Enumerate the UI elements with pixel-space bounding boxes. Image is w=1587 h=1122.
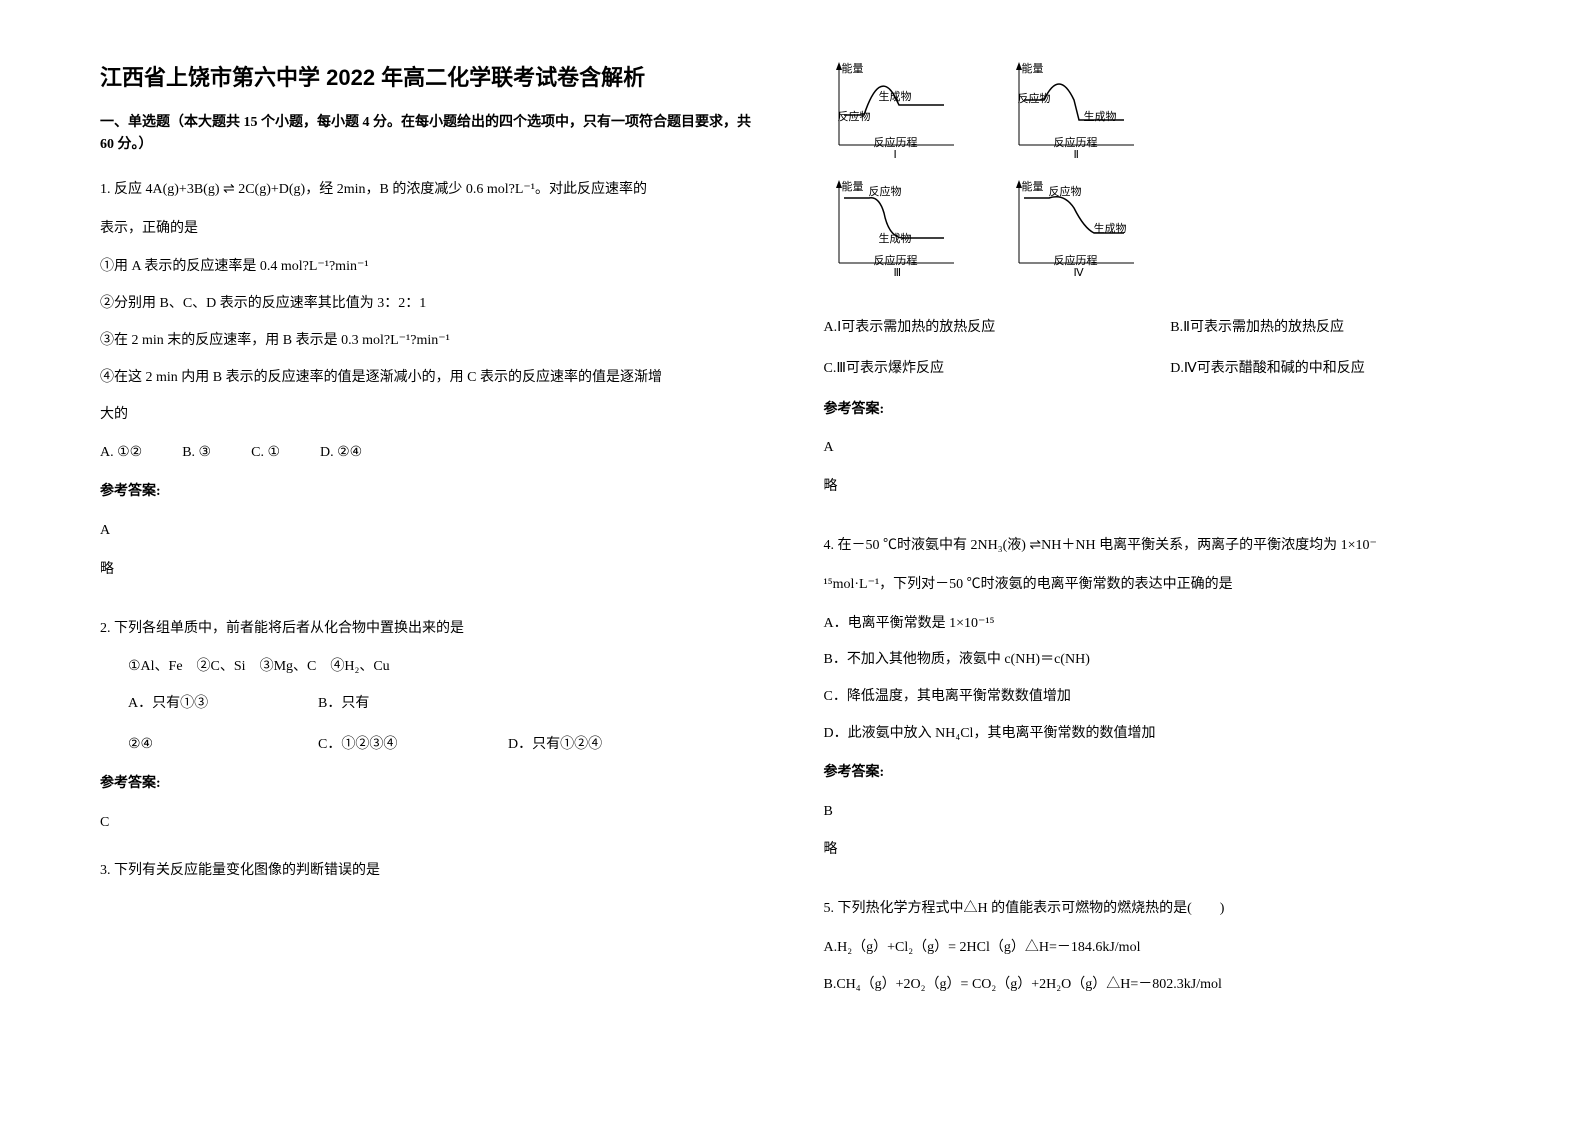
q2-option-a2: ②④ xyxy=(128,730,308,761)
d1-product: 生成物 xyxy=(879,88,912,104)
diagram-2: 能量 反应物 生成物 反应历程 Ⅱ xyxy=(1004,60,1144,170)
question-1: 1. 反应 4A(g)+3B(g) ⇌ 2C(g)+D(g)，经 2min，B … xyxy=(100,175,764,604)
d2-product: 生成物 xyxy=(1084,108,1117,124)
q2-option-d: D．只有①②④ xyxy=(508,730,688,761)
q4-opt-c: C．降低温度，其电离平衡常数数值增加 xyxy=(824,682,1488,713)
question-3-options: A.Ⅰ可表示需加热的放热反应 B.Ⅱ可表示需加热的放热反应 C.Ⅲ可表示爆炸反应… xyxy=(824,303,1488,521)
q1-option-c: C. ① xyxy=(251,438,280,469)
q3-note: 略 xyxy=(824,472,1488,503)
q2-empty1 xyxy=(508,689,688,720)
d4-reactant: 反应物 xyxy=(1049,183,1082,199)
q1-option-b: B. ③ xyxy=(182,438,211,469)
q4-opt-b: B．不加入其他物质，液氨中 c(NH)＝c(NH) xyxy=(824,645,1488,676)
q5-opt-b: B.CH₄（g）+2O₂（g）= CO₂（g）+2H₂O（g）△H=－802.3… xyxy=(824,970,1488,1001)
q3-options-grid: A.Ⅰ可表示需加热的放热反应 B.Ⅱ可表示需加热的放热反应 C.Ⅲ可表示爆炸反应… xyxy=(824,313,1488,385)
q3-option-d: D.Ⅳ可表示醋酸和碱的中和反应 xyxy=(1170,354,1487,385)
q3-text: 3. 下列有关反应能量变化图像的判断错误的是 xyxy=(100,856,764,887)
diagram-3: 能量 反应物 生成物 反应历程 Ⅲ xyxy=(824,178,964,288)
q2-option-b: B．只有 xyxy=(318,689,498,720)
q1-text-line1: 1. 反应 4A(g)+3B(g) ⇌ 2C(g)+D(g)，经 2min，B … xyxy=(100,175,764,206)
left-column: 江西省上饶市第六中学 2022 年高二化学联考试卷含解析 一、单选题（本大题共 … xyxy=(100,60,764,1062)
d4-product: 生成物 xyxy=(1094,220,1127,236)
q3-option-c: C.Ⅲ可表示爆炸反应 xyxy=(824,354,1141,385)
q1-item1: ①用 A 表示的反应速率是 0.4 mol?L⁻¹?min⁻¹ xyxy=(100,252,764,283)
q5-text: 5. 下列热化学方程式中△H 的值能表示可燃物的燃烧热的是( ) xyxy=(824,894,1488,925)
q3-option-b: B.Ⅱ可表示需加热的放热反应 xyxy=(1170,313,1487,344)
diagram-row-2: 能量 反应物 生成物 反应历程 Ⅲ 能量 反应物 生成物 反应历程 Ⅳ xyxy=(824,178,1488,288)
q1-item2: ②分别用 B、C、D 表示的反应速率其比值为 3：2：1 xyxy=(100,289,764,320)
q1-answer: A xyxy=(100,516,764,547)
q4-opt-a: A．电离平衡常数是 1×10⁻¹⁵ xyxy=(824,609,1488,640)
diagram-4: 能量 反应物 生成物 反应历程 Ⅳ xyxy=(1004,178,1144,288)
q3-option-a: A.Ⅰ可表示需加热的放热反应 xyxy=(824,313,1141,344)
q3-diagrams: 能量 生成物 反应物 反应历程 Ⅰ 能量 反应物 生成物 反应历程 Ⅱ xyxy=(824,60,1488,288)
q4-answer: B xyxy=(824,797,1488,828)
right-column: 能量 生成物 反应物 反应历程 Ⅰ 能量 反应物 生成物 反应历程 Ⅱ xyxy=(824,60,1488,1062)
q2-options: A．只有①③ B．只有 ②④ C．①②③④ D．只有①②④ xyxy=(100,689,764,761)
q4-text-line2: ¹⁵mol·L⁻¹，下列对－50 ℃时液氨的电离平衡常数的表达中正确的是 xyxy=(824,570,1488,601)
question-2: 2. 下列各组单质中，前者能将后者从化合物中置换出来的是 ①Al、Fe ②C、S… xyxy=(100,614,764,847)
d1-reactant: 反应物 xyxy=(838,108,871,124)
d1-num: Ⅰ xyxy=(894,148,897,161)
q4-opt-d: D．此液氨中放入 NH₄Cl，其电离平衡常数的数值增加 xyxy=(824,719,1488,750)
q3-answer: A xyxy=(824,433,1488,464)
d3-product: 生成物 xyxy=(879,230,912,246)
document-title: 江西省上饶市第六中学 2022 年高二化学联考试卷含解析 xyxy=(100,60,764,92)
q1-text-line2: 表示，正确的是 xyxy=(100,214,764,245)
question-4: 4. 在－50 ℃时液氨中有 2NH₃(液) ⇌NH＋NH 电离平衡关系，两离子… xyxy=(824,531,1488,884)
d3-num: Ⅲ xyxy=(894,266,902,279)
q1-option-a: A. ①② xyxy=(100,438,142,469)
d2-reactant: 反应物 xyxy=(1018,90,1051,106)
q2-answer: C xyxy=(100,808,764,839)
q4-text-line1: 4. 在－50 ℃时液氨中有 2NH₃(液) ⇌NH＋NH 电离平衡关系，两离子… xyxy=(824,531,1488,562)
q1-note: 略 xyxy=(100,555,764,586)
q3-answer-label: 参考答案: xyxy=(824,395,1488,426)
q4-note: 略 xyxy=(824,835,1488,866)
q2-answer-label: 参考答案: xyxy=(100,769,764,800)
d4-energy: 能量 xyxy=(1022,178,1044,194)
q1-option-d: D. ②④ xyxy=(320,438,362,469)
q2-option-a1: A．只有①③ xyxy=(128,689,308,720)
diagram-row-1: 能量 生成物 反应物 反应历程 Ⅰ 能量 反应物 生成物 反应历程 Ⅱ xyxy=(824,60,1488,170)
q1-answer-label: 参考答案: xyxy=(100,477,764,508)
d2-num: Ⅱ xyxy=(1074,148,1079,161)
q4-answer-label: 参考答案: xyxy=(824,758,1488,789)
q1-item4-line2: 大的 xyxy=(100,400,764,431)
q1-item3: ③在 2 min 末的反应速率，用 B 表示是 0.3 mol?L⁻¹?min⁻… xyxy=(100,326,764,357)
q1-item4-line1: ④在这 2 min 内用 B 表示的反应速率的值是逐渐减小的，用 C 表示的反应… xyxy=(100,363,764,394)
q2-option-c: C．①②③④ xyxy=(318,730,498,761)
d3-reactant: 反应物 xyxy=(869,183,902,199)
d2-energy: 能量 xyxy=(1022,60,1044,76)
d1-energy: 能量 xyxy=(842,60,864,76)
d3-energy: 能量 xyxy=(842,178,864,194)
diagram-1: 能量 生成物 反应物 反应历程 Ⅰ xyxy=(824,60,964,170)
question-3-text: 3. 下列有关反应能量变化图像的判断错误的是 xyxy=(100,856,764,895)
q5-opt-a: A.H₂（g）+Cl₂（g）= 2HCl（g）△H=－184.6kJ/mol xyxy=(824,933,1488,964)
question-5: 5. 下列热化学方程式中△H 的值能表示可燃物的燃烧热的是( ) A.H₂（g）… xyxy=(824,894,1488,1006)
d4-num: Ⅳ xyxy=(1074,266,1084,279)
section-header: 一、单选题（本大题共 15 个小题，每小题 4 分。在每小题给出的四个选项中，只… xyxy=(100,112,764,157)
q2-items: ①Al、Fe ②C、Si ③Mg、C ④H₂、Cu xyxy=(100,652,764,683)
q2-text: 2. 下列各组单质中，前者能将后者从化合物中置换出来的是 xyxy=(100,614,764,645)
q1-options: A. ①② B. ③ C. ① D. ②④ xyxy=(100,438,764,469)
